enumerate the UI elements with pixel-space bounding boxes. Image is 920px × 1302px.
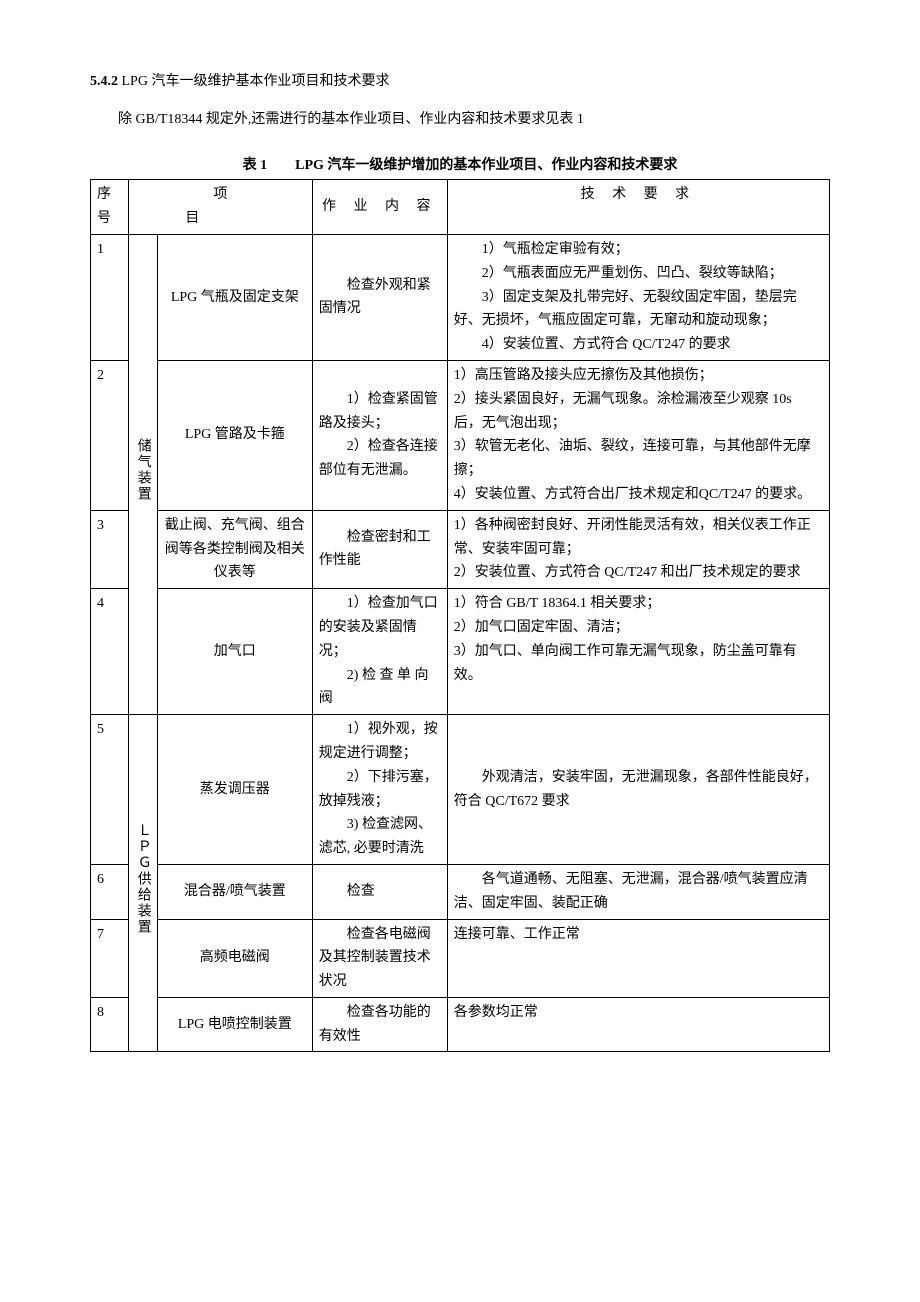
cell-content: 1）检查紧固管路及接头； 2）检查各连接部位有无泄漏。	[312, 360, 447, 510]
table-row: 8 LPG 电喷控制装置 检查各功能的有效性各参数均正常	[91, 997, 830, 1052]
table-row: 6 混合器/喷气装置 检查 各气道通畅、无阻塞、无泄漏，混合器/喷气装置应清洁、固…	[91, 864, 830, 919]
cell-seq: 3	[91, 510, 129, 588]
cell-tech: 1）气瓶检定审验有效； 2）气瓶表面应无严重划伤、凹凸、裂纹等缺陷； 3）固定支…	[447, 234, 829, 360]
intro-paragraph: 除 GB/T18344 规定外,还需进行的基本作业项目、作业内容和技术要求见表 …	[90, 108, 830, 132]
cell-content: 检查外观和紧固情况	[312, 234, 447, 360]
cell-tech: 1）高压管路及接头应无擦伤及其他损伤；2）接头紧固良好，无漏气现象。涂检漏液至少…	[447, 360, 829, 510]
cell-content: 检查各功能的有效性	[312, 997, 447, 1052]
cell-item: 截止阀、充气阀、组合阀等各类控制阀及相关仪表等	[157, 510, 312, 588]
cell-group: ＬＰＧ供给装置	[129, 715, 158, 1052]
cell-tech: 外观清洁，安装牢固，无泄漏现象，各部件性能良好，符合 QC/T672 要求	[447, 715, 829, 865]
cell-tech: 1）符合 GB/T 18364.1 相关要求；2）加气口固定牢固、清洁；3）加气…	[447, 589, 829, 715]
cell-item: 蒸发调压器	[157, 715, 312, 865]
table-caption: 表 1 LPG 汽车一级维护增加的基本作业项目、作业内容和技术要求	[90, 154, 830, 178]
cell-seq: 4	[91, 589, 129, 715]
cell-item: 加气口	[157, 589, 312, 715]
cell-content: 1）视外观，按规定进行调整； 2）下排污塞，放掉残液； 3) 检查滤网、滤芯, …	[312, 715, 447, 865]
cell-seq: 5	[91, 715, 129, 865]
th-tech: 技 术 要 求	[447, 180, 829, 235]
th-content: 作 业 内 容	[312, 180, 447, 235]
section-heading: 5.4.2 LPG 汽车一级维护基本作业项目和技术要求	[90, 70, 830, 94]
cell-tech: 各参数均正常	[447, 997, 829, 1052]
cell-seq: 1	[91, 234, 129, 360]
cell-content: 1）检查加气口的安装及紧固情况； 2) 检 查 单 向阀	[312, 589, 447, 715]
th-seq: 序号	[91, 180, 129, 235]
table-row: 2LPG 管路及卡箍 1）检查紧固管路及接头； 2）检查各连接部位有无泄漏。1）…	[91, 360, 830, 510]
maintenance-table: 序号 项目 作 业 内 容 技 术 要 求 1储气装置LPG 气瓶及固定支架 检…	[90, 179, 830, 1052]
cell-item: 高频电磁阀	[157, 919, 312, 997]
cell-item: LPG 管路及卡箍	[157, 360, 312, 510]
cell-item: LPG 电喷控制装置	[157, 997, 312, 1052]
table-row: 3 截止阀、充气阀、组合阀等各类控制阀及相关仪表等 检查密封和工作性能1）各种阀密…	[91, 510, 830, 588]
table-row: 7 高频电磁阀 检查各电磁阀及其控制装置技术状况连接可靠、工作正常	[91, 919, 830, 997]
cell-seq: 6	[91, 864, 129, 919]
table-row: 4加气口 1）检查加气口的安装及紧固情况； 2) 检 查 单 向阀1）符合 GB…	[91, 589, 830, 715]
cell-item: LPG 气瓶及固定支架	[157, 234, 312, 360]
cell-content: 检查	[312, 864, 447, 919]
section-number: 5.4.2	[90, 74, 118, 89]
cell-content: 检查密封和工作性能	[312, 510, 447, 588]
cell-seq: 7	[91, 919, 129, 997]
cell-seq: 8	[91, 997, 129, 1052]
cell-tech: 连接可靠、工作正常	[447, 919, 829, 997]
cell-item: 混合器/喷气装置	[157, 864, 312, 919]
table-row: 1储气装置LPG 气瓶及固定支架 检查外观和紧固情况 1）气瓶检定审验有效； 2…	[91, 234, 830, 360]
table-header-row: 序号 项目 作 业 内 容 技 术 要 求	[91, 180, 830, 235]
cell-content: 检查各电磁阀及其控制装置技术状况	[312, 919, 447, 997]
th-project: 项目	[129, 180, 313, 235]
cell-tech: 1）各种阀密封良好、开闭性能灵活有效，相关仪表工作正常、安装牢固可靠；2）安装位…	[447, 510, 829, 588]
cell-group: 储气装置	[129, 234, 158, 714]
section-title: LPG 汽车一级维护基本作业项目和技术要求	[122, 74, 390, 89]
cell-tech: 各气道通畅、无阻塞、无泄漏，混合器/喷气装置应清洁、固定牢固、装配正确	[447, 864, 829, 919]
table-row: 5ＬＰＧ供给装置蒸发调压器 1）视外观，按规定进行调整； 2）下排污塞，放掉残液…	[91, 715, 830, 865]
cell-seq: 2	[91, 360, 129, 510]
